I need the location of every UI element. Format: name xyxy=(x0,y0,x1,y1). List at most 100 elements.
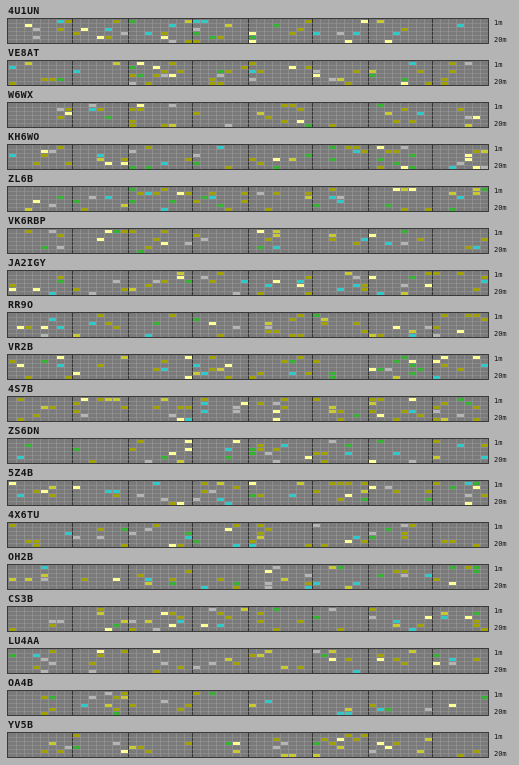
signal-cell xyxy=(185,742,192,745)
signal-cell xyxy=(193,666,200,669)
signal-cell xyxy=(353,414,360,417)
signal-cell xyxy=(97,608,104,611)
signal-grid-svg xyxy=(8,61,488,85)
signal-cell xyxy=(137,192,144,195)
signal-cell xyxy=(9,288,16,291)
signal-cell xyxy=(33,36,40,39)
signal-cell xyxy=(217,334,224,337)
signal-cell xyxy=(49,620,56,623)
signal-cell xyxy=(377,292,384,295)
signal-cell xyxy=(409,154,416,157)
signal-cell xyxy=(377,654,384,657)
signal-cell xyxy=(337,712,344,715)
signal-cell xyxy=(233,486,240,489)
signal-cell xyxy=(361,288,368,291)
signal-cell xyxy=(313,398,320,401)
signal-cell xyxy=(161,124,168,127)
signal-cell xyxy=(273,566,280,569)
signal-cell xyxy=(161,612,168,615)
signal-cell xyxy=(129,66,136,69)
signal-cell xyxy=(105,230,112,233)
signal-cell xyxy=(377,708,384,711)
signal-grid xyxy=(7,396,489,422)
signal-cell xyxy=(345,494,352,497)
signal-cell xyxy=(401,410,408,413)
signal-cell xyxy=(153,670,160,673)
signal-cell xyxy=(97,158,104,161)
signal-cell xyxy=(105,704,112,707)
signal-cell xyxy=(217,204,224,207)
signal-cell xyxy=(25,540,32,543)
signal-cell xyxy=(329,196,336,199)
signal-cell xyxy=(393,570,400,573)
signal-cell xyxy=(49,204,56,207)
signal-cell xyxy=(137,250,144,253)
signal-cell xyxy=(225,448,232,451)
signal-cell xyxy=(57,108,64,111)
signal-cell xyxy=(169,24,176,27)
signal-cell xyxy=(121,650,128,653)
signal-cell xyxy=(25,578,32,581)
signal-cell xyxy=(473,188,480,191)
signal-cell xyxy=(345,586,352,589)
signal-cell xyxy=(297,620,304,623)
signal-cell xyxy=(369,410,376,413)
signal-cell xyxy=(33,162,40,165)
label-20m: 20m xyxy=(494,372,507,380)
signal-cell xyxy=(169,544,176,547)
signal-cell xyxy=(153,322,160,325)
label-20m: 20m xyxy=(494,456,507,464)
signal-cell xyxy=(49,150,56,153)
signal-cell xyxy=(121,750,128,753)
label-20m: 20m xyxy=(494,120,507,128)
label-1m: 1m xyxy=(494,565,503,573)
signal-cell xyxy=(81,578,88,581)
signal-cell xyxy=(409,650,416,653)
signal-cell xyxy=(161,188,168,191)
signal-grid xyxy=(7,102,489,128)
signal-cell xyxy=(321,544,328,547)
signal-cell xyxy=(425,326,432,329)
signal-cell xyxy=(185,418,192,421)
signal-cell xyxy=(105,28,112,31)
signal-cell xyxy=(193,162,200,165)
signal-cell xyxy=(25,444,32,447)
signal-cell xyxy=(241,200,248,203)
signal-cell xyxy=(121,288,128,291)
signal-cell xyxy=(249,70,256,73)
signal-cell xyxy=(425,574,432,577)
signal-cell xyxy=(473,246,480,249)
beacon-row-oh2b: OH2B 1m 20m xyxy=(0,548,519,590)
label-1m: 1m xyxy=(494,229,503,237)
signal-cell xyxy=(97,238,104,241)
signal-cell xyxy=(73,372,80,375)
label-20m: 20m xyxy=(494,666,507,674)
signal-cell xyxy=(353,738,360,741)
signal-cell xyxy=(449,486,456,489)
signal-cell xyxy=(113,62,120,65)
signal-cell xyxy=(433,654,440,657)
signal-cell xyxy=(169,62,176,65)
signal-cell xyxy=(225,616,232,619)
signal-cell xyxy=(97,654,104,657)
signal-cell xyxy=(41,574,48,577)
signal-cell xyxy=(129,188,136,191)
signal-cell xyxy=(369,616,376,619)
signal-cell xyxy=(265,582,272,585)
signal-cell xyxy=(113,578,120,581)
signal-cell xyxy=(41,658,48,661)
signal-cell xyxy=(465,566,472,569)
beacon-row-4u1un: 4U1UN 1m 20m xyxy=(0,2,519,44)
signal-cell xyxy=(41,360,48,363)
signal-cell xyxy=(145,146,152,149)
label-20m: 20m xyxy=(494,246,507,254)
signal-cell xyxy=(201,624,208,627)
signal-cell xyxy=(385,368,392,371)
signal-cell xyxy=(321,460,328,463)
signal-cell xyxy=(185,570,192,573)
signal-cell xyxy=(377,742,384,745)
signal-cell xyxy=(321,322,328,325)
signal-cell xyxy=(105,196,112,199)
signal-cell xyxy=(393,658,400,661)
label-20m: 20m xyxy=(494,330,507,338)
